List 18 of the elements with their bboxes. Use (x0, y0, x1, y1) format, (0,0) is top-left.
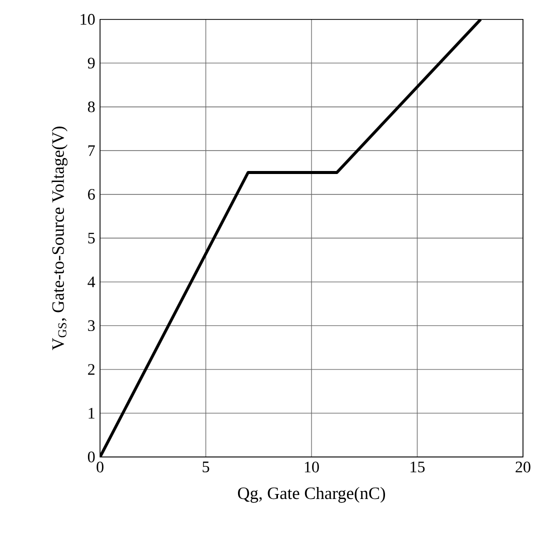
y-tick-label: 10 (80, 14, 95, 25)
x-tick-label: 0 (96, 462, 104, 472)
x-axis-title: Qg, Gate Charge(nC) (238, 486, 386, 503)
x-tick-label: 10 (304, 462, 319, 472)
y-tick-label: 7 (88, 145, 95, 156)
y-tick-label: 9 (88, 58, 95, 68)
x-tick-label: 20 (516, 462, 530, 472)
y-axis-title: V$_{GS}$, Gate-to-Source Voltage(V) (52, 126, 68, 350)
y-tick-label: 4 (88, 276, 96, 288)
x-tick-label: 15 (410, 462, 425, 472)
y-tick-label: 3 (88, 320, 95, 332)
y-tick-label: 1 (88, 408, 94, 418)
y-tick-label: 6 (88, 188, 95, 200)
y-tick-label: 0 (88, 452, 95, 462)
y-tick-label: 2 (88, 364, 94, 375)
y-tick-label: 5 (88, 232, 95, 244)
x-tick-label: 5 (202, 462, 210, 472)
y-tick-label: 8 (88, 101, 95, 112)
